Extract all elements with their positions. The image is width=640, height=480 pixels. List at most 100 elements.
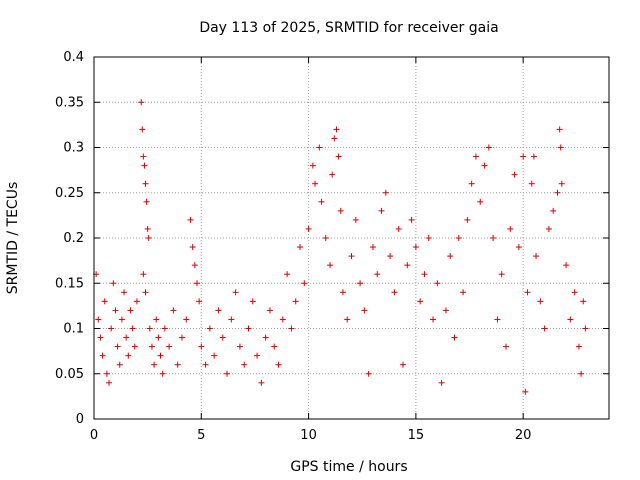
plot-frame	[93, 56, 610, 420]
data-point	[434, 280, 441, 287]
data-point	[485, 144, 492, 151]
data-point	[224, 370, 231, 377]
data-point	[412, 244, 419, 251]
data-point	[141, 162, 148, 169]
data-point	[557, 144, 564, 151]
y-tick-label: 0.1	[63, 322, 84, 337]
data-point	[215, 307, 222, 314]
data-point	[121, 289, 128, 296]
data-point	[249, 298, 256, 305]
data-point	[541, 325, 548, 332]
data-point	[357, 280, 364, 287]
data-point	[159, 370, 166, 377]
data-point	[106, 379, 113, 386]
data-point	[103, 370, 110, 377]
data-point	[477, 198, 484, 205]
data-point	[400, 361, 406, 368]
data-point	[108, 325, 115, 332]
data-point	[537, 298, 544, 305]
data-point	[348, 253, 355, 260]
data-point	[99, 352, 106, 359]
data-point	[580, 298, 587, 305]
data-point	[430, 316, 437, 323]
data-point	[447, 253, 454, 260]
data-point	[129, 325, 136, 332]
y-tick-label: 0.3	[63, 141, 84, 156]
data-point	[327, 262, 334, 269]
data-point	[333, 126, 340, 133]
data-point	[550, 207, 557, 214]
data-point	[202, 361, 209, 368]
data-point	[219, 334, 226, 341]
data-point	[455, 235, 462, 241]
data-point	[556, 126, 563, 133]
data-point	[284, 271, 291, 278]
data-point	[140, 271, 147, 278]
data-point	[335, 153, 342, 160]
data-point	[271, 343, 278, 350]
data-point	[339, 289, 346, 296]
data-point	[123, 334, 130, 341]
x-tick-label: 10	[300, 428, 317, 443]
data-point	[118, 316, 125, 323]
data-point	[266, 307, 273, 314]
data-point	[116, 361, 123, 368]
data-point	[468, 180, 475, 187]
data-point	[131, 343, 138, 350]
data-point	[464, 216, 471, 223]
data-point	[183, 316, 190, 323]
data-point	[140, 153, 147, 160]
data-point	[318, 198, 325, 205]
data-point	[144, 225, 151, 232]
data-point	[507, 225, 514, 232]
data-point	[421, 271, 428, 278]
y-axis-label: SRMTID / TECUs	[5, 182, 21, 295]
data-point	[337, 207, 344, 214]
y-tick-label: 0.15	[55, 276, 84, 291]
data-point	[142, 289, 149, 296]
data-point	[554, 189, 561, 196]
data-point	[378, 207, 385, 214]
data-point	[178, 334, 185, 341]
data-point	[316, 144, 323, 151]
data-points-layer	[93, 99, 589, 395]
data-point	[143, 198, 150, 205]
data-point	[472, 153, 479, 160]
data-point	[262, 334, 269, 341]
data-point	[288, 325, 295, 332]
data-point	[133, 298, 140, 305]
data-point	[191, 262, 198, 269]
data-point	[228, 316, 235, 323]
data-point	[232, 289, 239, 296]
data-point	[148, 343, 155, 350]
data-point	[425, 235, 432, 241]
data-point	[511, 171, 518, 178]
x-axis-label: GPS time / hours	[290, 459, 407, 475]
data-point	[166, 343, 173, 350]
data-point	[524, 289, 531, 296]
data-point	[490, 235, 497, 241]
data-point	[139, 126, 146, 133]
y-tick-label: 0.35	[55, 95, 84, 110]
data-point	[187, 216, 194, 223]
data-point	[494, 316, 501, 323]
y-tick-label: 0.05	[55, 367, 84, 382]
data-point	[503, 343, 509, 350]
data-point	[530, 153, 537, 160]
data-point	[206, 325, 213, 332]
data-point	[194, 280, 200, 287]
data-point	[408, 216, 415, 223]
data-point	[301, 280, 308, 287]
data-point	[391, 289, 398, 296]
data-point	[211, 352, 218, 359]
data-point	[331, 135, 338, 142]
data-point	[161, 325, 168, 332]
data-point	[297, 244, 303, 251]
data-point	[95, 316, 102, 323]
data-point	[451, 334, 458, 341]
data-point	[275, 361, 282, 368]
data-point	[125, 352, 132, 359]
data-point	[254, 352, 261, 359]
data-point	[344, 316, 351, 323]
